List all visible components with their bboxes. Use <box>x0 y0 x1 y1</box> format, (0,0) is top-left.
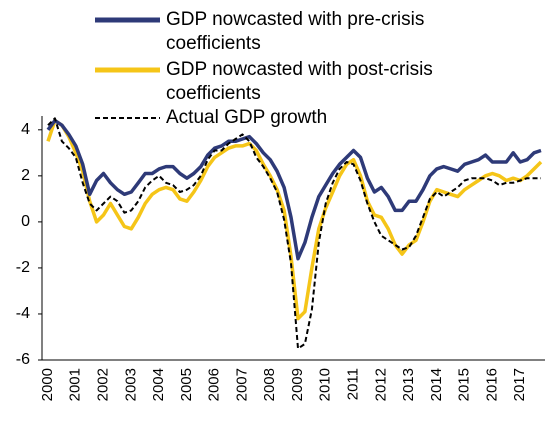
x-tick-label: 2000 <box>39 368 56 401</box>
x-tick-label: 2011 <box>344 368 361 400</box>
series-line <box>46 118 543 321</box>
x-tick-label: 2005 <box>178 368 195 401</box>
x-tick-label: 2014 <box>428 368 445 401</box>
x-tick-label: 2013 <box>400 368 417 401</box>
series-line <box>47 117 541 350</box>
series-line <box>46 118 542 261</box>
x-tick-label: 2003 <box>122 368 139 401</box>
legend-label: Actual GDP growth <box>166 107 328 128</box>
y-tick-label: 0 <box>21 213 30 230</box>
x-tick-label: 2010 <box>317 368 334 401</box>
x-tick-label: 2016 <box>483 368 500 401</box>
x-tick-label: 2006 <box>206 368 223 401</box>
x-tick-label: 2004 <box>150 368 167 401</box>
x-tick-label: 2008 <box>261 368 278 401</box>
legend-label: GDP nowcasted with post-crisis coefficie… <box>166 59 433 104</box>
y-tick-label: 2 <box>21 167 30 184</box>
x-tick-label: 2007 <box>233 368 250 401</box>
x-tick-label: 2015 <box>456 368 473 401</box>
x-tick-label: 2009 <box>289 368 306 401</box>
x-tick-label: 2002 <box>95 368 112 401</box>
x-tick-label: 2001 <box>67 368 84 401</box>
y-tick-label: -4 <box>16 305 30 322</box>
x-tick-label: 2017 <box>511 368 528 401</box>
x-tick-label: 2012 <box>372 368 389 401</box>
y-tick-label: 4 <box>21 121 30 138</box>
y-tick-label: -6 <box>16 351 30 368</box>
legend-label: GDP nowcasted with pre-crisis coefficien… <box>166 9 425 54</box>
y-tick-label: -2 <box>16 259 30 276</box>
